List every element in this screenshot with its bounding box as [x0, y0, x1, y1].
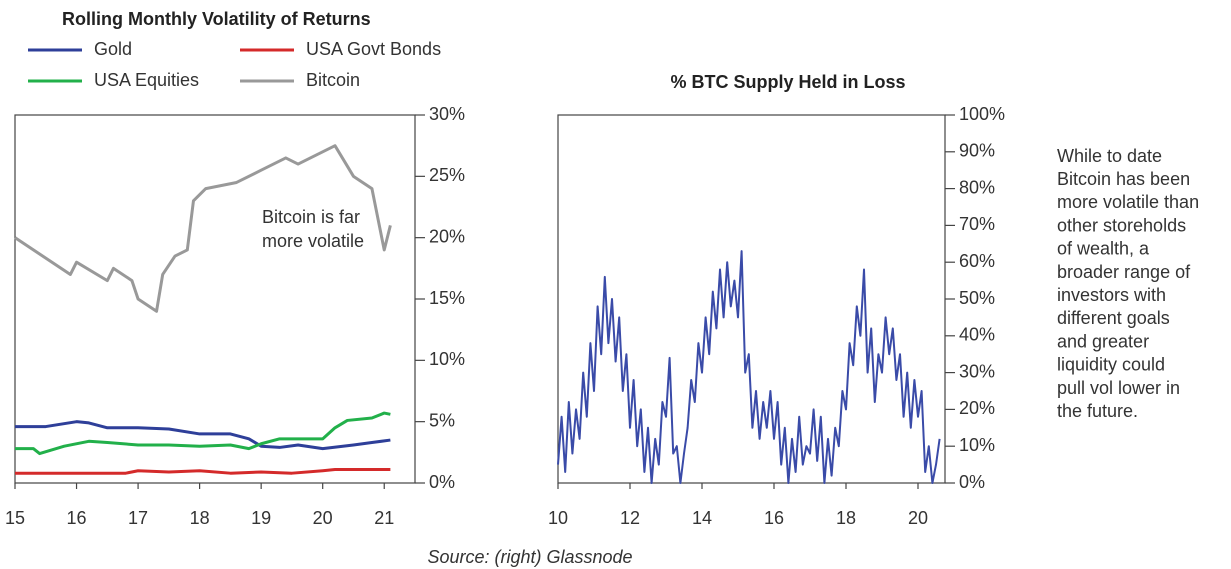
legend-label: Gold: [94, 39, 132, 59]
series-line: [15, 411, 391, 456]
x-tick-label: 15: [5, 508, 25, 528]
y-tick-label: 80%: [959, 177, 995, 197]
note-line: pull vol lower in: [1057, 378, 1180, 398]
legend-label: USA Govt Bonds: [306, 39, 441, 59]
x-tick-label: 19: [251, 508, 271, 528]
note-line: investors with: [1057, 285, 1166, 305]
note-line: of wealth, a: [1057, 239, 1150, 259]
y-tick-label: 90%: [959, 141, 995, 161]
note-line: different goals: [1057, 308, 1170, 328]
y-tick-label: 50%: [959, 288, 995, 308]
legend-label: USA Equities: [94, 70, 199, 90]
source: Source: (right) Glassnode: [427, 547, 632, 567]
note-line: other storeholds: [1057, 215, 1186, 235]
series-line: [15, 468, 391, 475]
series-line: [557, 250, 941, 484]
y-tick-label: 30%: [429, 104, 465, 124]
note-line: more volatile than: [1057, 192, 1199, 212]
note-line: Bitcoin has been: [1057, 169, 1190, 189]
annotation: Bitcoin is far: [262, 207, 360, 227]
note-line: broader range of: [1057, 262, 1191, 282]
y-tick-label: 100%: [959, 104, 1005, 124]
series-line: [14, 144, 392, 313]
y-tick-label: 10%: [959, 435, 995, 455]
x-tick-label: 12: [620, 508, 640, 528]
y-tick-label: 15%: [429, 288, 465, 308]
y-tick-label: 60%: [959, 251, 995, 271]
right-title: % BTC Supply Held in Loss: [670, 72, 905, 92]
y-tick-label: 10%: [429, 349, 465, 369]
x-tick-label: 20: [313, 508, 333, 528]
note-line: and greater: [1057, 331, 1149, 351]
y-tick-label: 25%: [429, 165, 465, 185]
x-tick-label: 14: [692, 508, 712, 528]
x-tick-label: 17: [128, 508, 148, 528]
x-tick-label: 18: [836, 508, 856, 528]
y-tick-label: 0%: [959, 472, 985, 492]
x-tick-label: 10: [548, 508, 568, 528]
legend-label: Bitcoin: [306, 70, 360, 90]
x-tick-label: 18: [190, 508, 210, 528]
left-title: Rolling Monthly Volatility of Returns: [62, 9, 371, 29]
left-frame: [14, 114, 416, 484]
note-line: While to date: [1057, 146, 1162, 166]
note-line: liquidity could: [1057, 355, 1165, 375]
y-tick-label: 40%: [959, 325, 995, 345]
x-tick-label: 16: [67, 508, 87, 528]
annotation: more volatile: [262, 231, 364, 251]
note-line: the future.: [1057, 401, 1138, 421]
y-tick-label: 5%: [429, 410, 455, 430]
x-tick-label: 21: [374, 508, 394, 528]
y-tick-label: 20%: [959, 398, 995, 418]
y-tick-label: 70%: [959, 214, 995, 234]
x-tick-label: 20: [908, 508, 928, 528]
y-tick-label: 0%: [429, 472, 455, 492]
series-line: [15, 420, 391, 451]
y-tick-label: 30%: [959, 361, 995, 381]
x-tick-label: 16: [764, 508, 784, 528]
y-tick-label: 20%: [429, 226, 465, 246]
